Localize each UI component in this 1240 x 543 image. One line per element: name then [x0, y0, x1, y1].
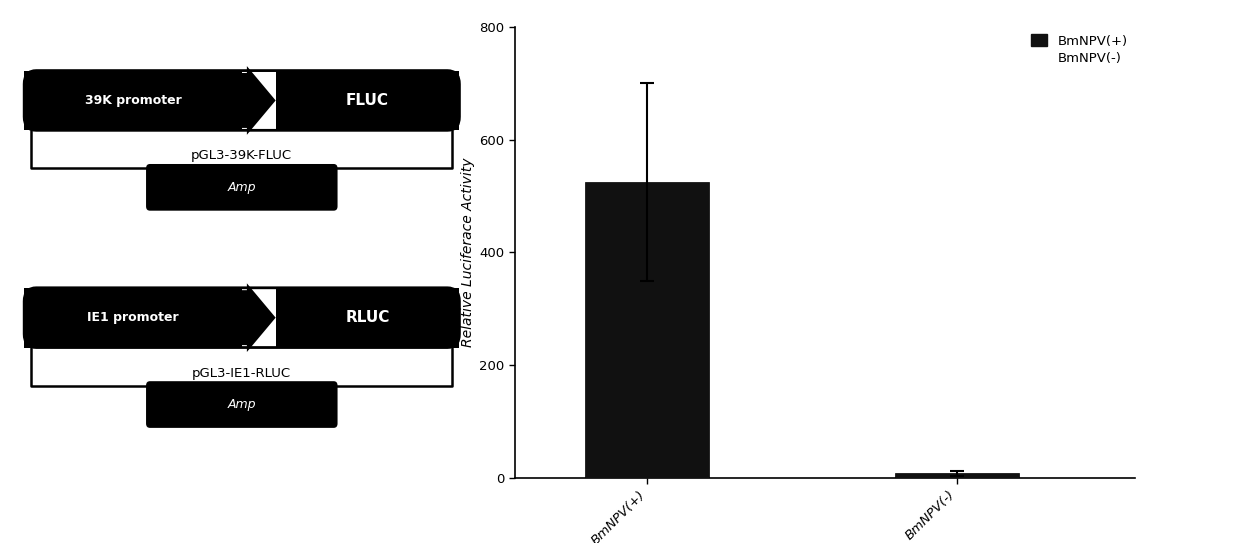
Text: 39K promoter: 39K promoter	[84, 94, 181, 107]
FancyArrow shape	[242, 66, 275, 135]
Text: pGL3-39K-FLUC: pGL3-39K-FLUC	[191, 149, 293, 162]
Polygon shape	[25, 288, 242, 348]
Text: Amp: Amp	[228, 181, 255, 194]
Text: Amp: Amp	[228, 398, 255, 411]
Text: pGL3-IE1-RLUC: pGL3-IE1-RLUC	[192, 367, 291, 380]
Text: IE1 promoter: IE1 promoter	[87, 311, 179, 324]
Text: FLUC: FLUC	[346, 93, 389, 108]
FancyArrow shape	[242, 283, 275, 352]
FancyBboxPatch shape	[146, 164, 337, 211]
Legend: BmNPV(+), BmNPV(-): BmNPV(+), BmNPV(-)	[1032, 34, 1128, 65]
Bar	[585, 182, 709, 478]
Polygon shape	[25, 71, 242, 130]
Text: RLUC: RLUC	[346, 310, 389, 325]
Y-axis label: Relative Luciferace Activity: Relative Luciferace Activity	[461, 158, 475, 347]
Polygon shape	[275, 71, 459, 130]
Bar	[895, 473, 1019, 478]
FancyBboxPatch shape	[146, 381, 337, 428]
Polygon shape	[275, 288, 459, 348]
